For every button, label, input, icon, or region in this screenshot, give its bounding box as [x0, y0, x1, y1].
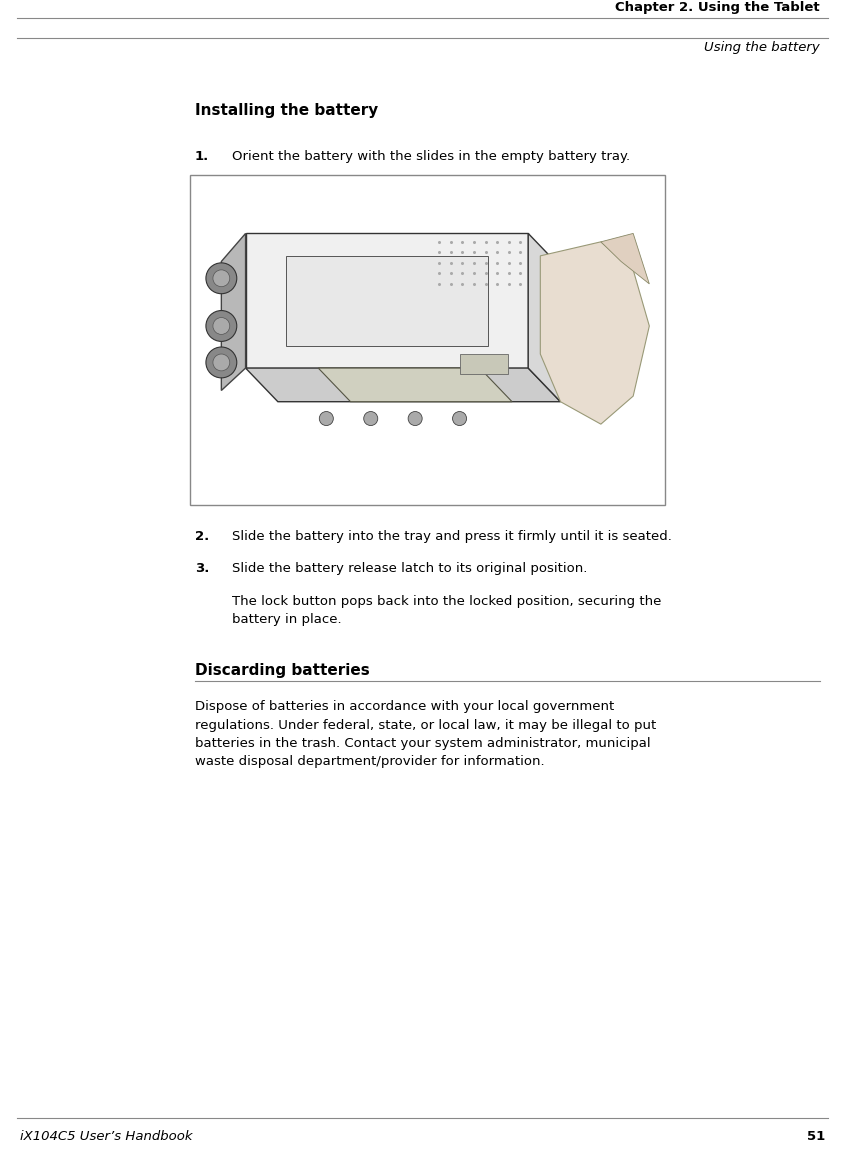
Text: 2.: 2.: [195, 530, 209, 543]
Text: Installing the battery: Installing the battery: [195, 103, 378, 118]
Circle shape: [206, 263, 236, 294]
Text: The lock button pops back into the locked position, securing the
battery in plac: The lock button pops back into the locke…: [232, 595, 661, 626]
Polygon shape: [528, 234, 560, 401]
Polygon shape: [221, 234, 246, 391]
Bar: [459, 354, 507, 374]
Polygon shape: [318, 368, 511, 401]
Polygon shape: [539, 242, 648, 425]
Circle shape: [319, 412, 333, 426]
Circle shape: [408, 412, 422, 426]
Polygon shape: [285, 256, 487, 346]
Circle shape: [213, 317, 230, 334]
Text: iX104C5 User’s Handbook: iX104C5 User’s Handbook: [20, 1130, 192, 1143]
Polygon shape: [560, 312, 592, 362]
Text: Slide the battery into the tray and press it firmly until it is seated.: Slide the battery into the tray and pres…: [232, 530, 671, 543]
Circle shape: [363, 412, 377, 426]
Text: Chapter 2. Using the Tablet: Chapter 2. Using the Tablet: [614, 1, 819, 14]
Circle shape: [206, 310, 236, 341]
Text: Orient the battery with the slides in the empty battery tray.: Orient the battery with the slides in th…: [232, 150, 630, 163]
Text: Slide the battery release latch to its original position.: Slide the battery release latch to its o…: [232, 562, 587, 575]
Bar: [190, 175, 664, 504]
Text: Using the battery: Using the battery: [703, 40, 819, 54]
Text: 1.: 1.: [195, 150, 209, 163]
Text: 3.: 3.: [195, 562, 209, 575]
Circle shape: [213, 354, 230, 371]
Circle shape: [452, 412, 466, 426]
Polygon shape: [246, 234, 528, 368]
Text: Dispose of batteries in accordance with your local government
regulations. Under: Dispose of batteries in accordance with …: [195, 700, 656, 768]
Circle shape: [206, 347, 236, 378]
Polygon shape: [246, 368, 560, 401]
Circle shape: [213, 270, 230, 287]
Text: Discarding batteries: Discarding batteries: [195, 663, 370, 678]
Text: 51: 51: [806, 1130, 824, 1143]
Polygon shape: [600, 234, 648, 283]
